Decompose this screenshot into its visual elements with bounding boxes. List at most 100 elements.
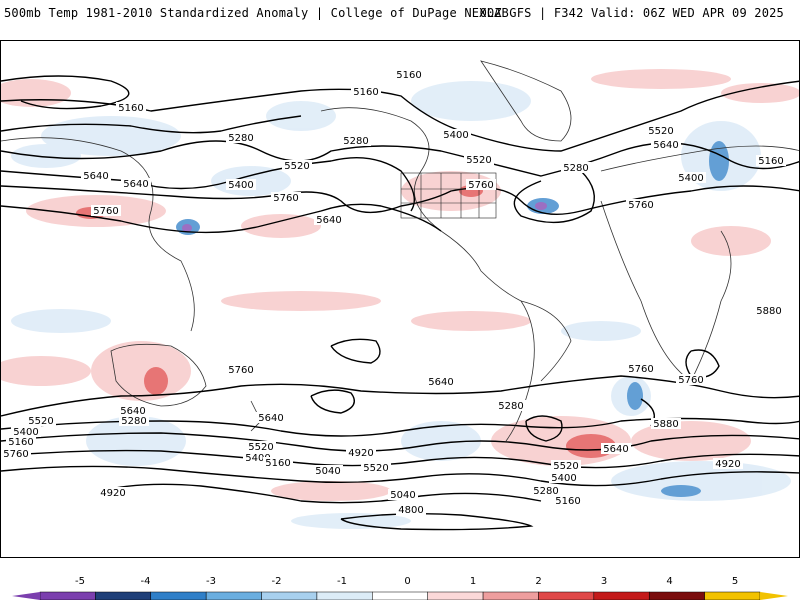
contour-label: 5760 (228, 365, 253, 376)
contour-label: 5400 (678, 173, 703, 184)
contour-label-bg (243, 452, 273, 463)
contour-label: 5160 (8, 437, 33, 448)
contour-label: 5520 (28, 416, 53, 427)
contour-label: 5760 (628, 200, 653, 211)
contour-label: 5520 (553, 461, 578, 472)
anomaly-map: 5160 5160 5160 5160 5280 5280 5280 5400 5400 5400… (0, 40, 800, 558)
contour-label-bg (119, 415, 149, 426)
contour-label-bg (646, 125, 676, 136)
contour-label: 5760 (3, 449, 28, 460)
contour-label-bg (341, 135, 371, 146)
colorbar-swatch (39, 591, 96, 601)
colorbar-tick-label: -1 (337, 576, 347, 587)
contour-label: 5760 (628, 364, 653, 375)
contour-label-bg (626, 199, 656, 210)
contour-label: 5640 (123, 179, 148, 190)
contour-label-bg (313, 465, 343, 476)
colorbar-tick-label: 0 (404, 576, 410, 587)
colorbar-swatch (648, 591, 705, 601)
contour-label: 5400 (228, 180, 253, 191)
colorbar-tick-label: 2 (535, 576, 541, 587)
model-valid-time: 00Z GFS | F342 Valid: 06Z WED APR 09 202… (479, 6, 784, 20)
contour-label: 5400 (245, 453, 270, 464)
contour-label-bg (226, 179, 256, 190)
contour-label-bg (11, 426, 41, 437)
contour-label-bg (116, 102, 146, 113)
contour-label: 5160 (758, 156, 783, 167)
contour-label-bg (496, 400, 526, 411)
contour-label: 5760 (678, 375, 703, 386)
contour-label-bg (651, 139, 681, 150)
contour-label-bg (394, 69, 424, 80)
contour-label: 4800 (398, 505, 423, 516)
contour-label-bg (549, 472, 579, 483)
colorbar-swatch (205, 591, 262, 601)
contour-label: 5400 (551, 473, 576, 484)
contour-label-bg (263, 457, 293, 468)
contour-label-bg (81, 170, 111, 181)
contour-label: 5640 (258, 413, 283, 424)
contour-label-bg (282, 160, 312, 171)
contour-label-bg (121, 178, 151, 189)
contour-label-bg (314, 214, 344, 225)
contour-label: 5520 (648, 126, 673, 137)
contour-label: 4920 (715, 459, 740, 470)
contour-label: 5160 (353, 87, 378, 98)
contour-label-bg (601, 443, 631, 454)
contour-label-bg (226, 132, 256, 143)
colorbar-swatch (372, 591, 428, 601)
contour-label: 5640 (603, 444, 628, 455)
colorbar-tick-label: 4 (666, 576, 672, 587)
contour-label-bg (756, 155, 786, 166)
contour-label: 5280 (498, 401, 523, 412)
contour-label: 5640 (428, 377, 453, 388)
contour-label-bg (426, 376, 456, 387)
colorbar-tick-label: 1 (470, 576, 476, 587)
contour-label: 5640 (316, 215, 341, 226)
height-contours (1, 75, 799, 531)
contour-label-bg (6, 436, 36, 447)
contour-label-bg (91, 205, 121, 216)
contour-label: 5040 (390, 490, 415, 501)
contour-label: 5400 (13, 427, 38, 438)
colorbar-swatch (482, 591, 539, 601)
colorbar-swatch (316, 591, 373, 601)
contour-label-bg (676, 172, 706, 183)
colorbar-swatch (261, 591, 318, 601)
colorbar-swatch (538, 591, 595, 601)
contour-label-bg (226, 364, 256, 375)
contour-label-bg (256, 412, 286, 423)
contour-label-bg (676, 374, 706, 385)
colorbar-tick-label: -3 (206, 576, 216, 587)
colorbar-swatch (150, 591, 207, 601)
contour-label: 5160 (396, 70, 421, 81)
contour-label: 5760 (93, 206, 118, 217)
contour-label: 5640 (83, 171, 108, 182)
colorbar-tick-label: -2 (272, 576, 282, 587)
colorbar-swatch (427, 591, 484, 601)
contour-label: 4920 (348, 448, 373, 459)
contour-label: 5880 (653, 419, 678, 430)
contour-label-bg (466, 179, 496, 190)
contour-label: 5520 (466, 155, 491, 166)
contour-label: 5280 (533, 486, 558, 497)
contour-label-bg (361, 462, 391, 473)
contour-label: 5640 (120, 406, 145, 417)
contour-label: 5760 (273, 193, 298, 204)
contour-label: 5520 (284, 161, 309, 172)
anomaly-shading (1, 69, 799, 529)
contour-label-bg (551, 460, 581, 471)
contour-label: 4920 (100, 488, 125, 499)
contour-label-bg (754, 305, 784, 316)
contour-label: 5760 (468, 180, 493, 191)
contour-label-bg (531, 485, 561, 496)
contour-label-bg (388, 489, 418, 500)
contour-label-bg (651, 418, 681, 429)
colorbar-min-arrow (12, 592, 40, 600)
contour-label: 5160 (118, 103, 143, 114)
contour-label: 5280 (228, 133, 253, 144)
contour-label-bg (271, 192, 301, 203)
colorbar-max-arrow (760, 592, 788, 600)
contour-label-bg (626, 363, 656, 374)
contour-label-bg (246, 441, 276, 452)
